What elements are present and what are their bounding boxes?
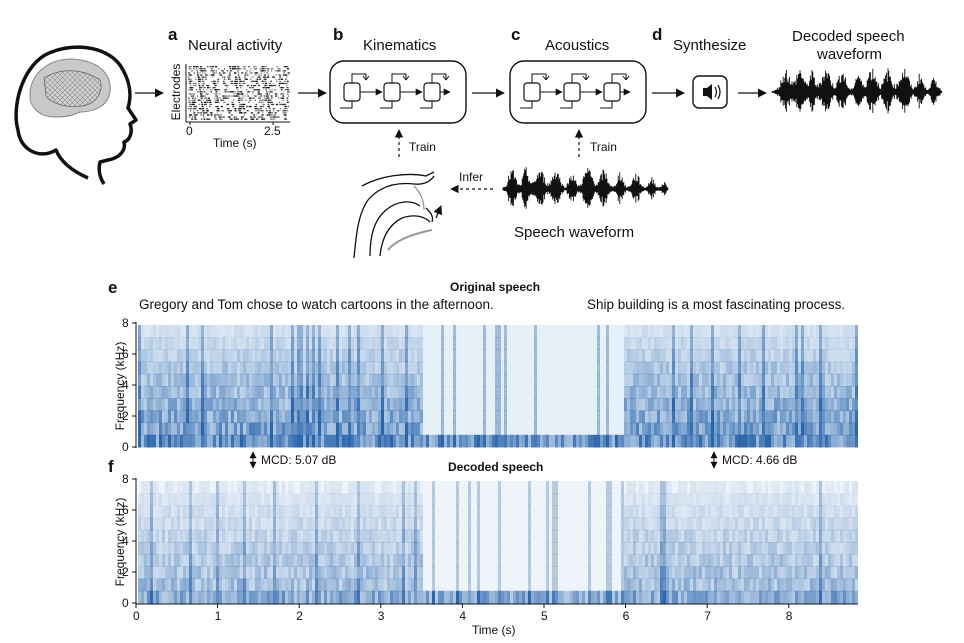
original-speech-title: Original speech xyxy=(450,280,541,294)
train-label-b: Train xyxy=(409,140,436,154)
spectrogram-decoded xyxy=(138,481,858,604)
axes-f xyxy=(132,478,858,608)
spectrogram-original xyxy=(138,325,858,448)
infer-label: Infer xyxy=(459,170,484,184)
kinematics-title: Kinematics xyxy=(363,37,437,54)
ytick-e-4: 4 xyxy=(122,378,129,392)
speech-waveform xyxy=(502,167,669,209)
panel-letter-b: b xyxy=(333,25,344,44)
neural-activity-raster xyxy=(185,64,290,125)
ytick-f-8: 8 xyxy=(122,472,129,486)
vocal-tract-icon xyxy=(353,171,443,259)
decoded-speech-title: Decoded speech xyxy=(448,460,544,474)
xtick-0: 0 xyxy=(133,609,140,623)
ytick-f-6: 6 xyxy=(122,503,129,517)
electrodes-label: Electrodes xyxy=(169,63,183,121)
mcd-right: MCD: 4.66 dB xyxy=(722,453,798,467)
xtick-4: 4 xyxy=(459,609,467,623)
sentence-left: Gregory and Tom chose to watch cartoons … xyxy=(139,297,494,312)
panel-letter-c: c xyxy=(511,25,521,44)
ytick-f-0: 0 xyxy=(122,596,129,610)
brain-icon xyxy=(14,45,138,185)
ytick-e-0: 0 xyxy=(122,440,129,454)
xtick-6: 6 xyxy=(622,609,630,623)
neural-time-label: Time (s) xyxy=(213,136,257,150)
neural-tick-0: 0 xyxy=(186,124,193,138)
mcd-left: MCD: 5.07 dB xyxy=(261,453,337,467)
speaker-icon xyxy=(692,75,728,109)
xtick-1: 1 xyxy=(214,609,222,623)
axes-e xyxy=(132,322,137,448)
time-label: Time (s) xyxy=(472,623,516,637)
train-label-c: Train xyxy=(590,140,617,154)
acoustics-title: Acoustics xyxy=(545,37,610,54)
xtick-2: 2 xyxy=(296,609,303,623)
panel-letter-d: d xyxy=(652,25,663,44)
xtick-7: 7 xyxy=(704,609,711,623)
panel-letter-f: f xyxy=(108,457,114,476)
ytick-e-6: 6 xyxy=(122,347,129,361)
panel-letter-e: e xyxy=(108,278,118,297)
acoustics-box xyxy=(509,60,647,124)
xtick-5: 5 xyxy=(541,609,548,623)
panel-letter-a: a xyxy=(168,25,178,44)
decoded-waveform xyxy=(771,68,943,114)
raster-marks xyxy=(188,66,290,120)
sentence-right: Ship building is a most fascinating proc… xyxy=(587,297,846,312)
decoded-waveform-title-1: Decoded speech xyxy=(792,28,905,45)
xtick-8: 8 xyxy=(785,609,793,623)
kinematics-box xyxy=(329,60,467,124)
ytick-e-8: 8 xyxy=(122,316,129,330)
neural-activity-title: Neural activity xyxy=(188,37,283,54)
ytick-e-2: 2 xyxy=(122,409,129,423)
decoded-waveform-title-2: waveform xyxy=(817,46,883,63)
neural-tick-2.5: 2.5 xyxy=(264,124,281,138)
synthesize-title: Synthesize xyxy=(673,37,747,54)
ytick-f-2: 2 xyxy=(122,565,129,579)
ytick-f-4: 4 xyxy=(122,534,129,548)
speech-waveform-label: Speech waveform xyxy=(514,224,635,241)
xtick-3: 3 xyxy=(377,609,385,623)
